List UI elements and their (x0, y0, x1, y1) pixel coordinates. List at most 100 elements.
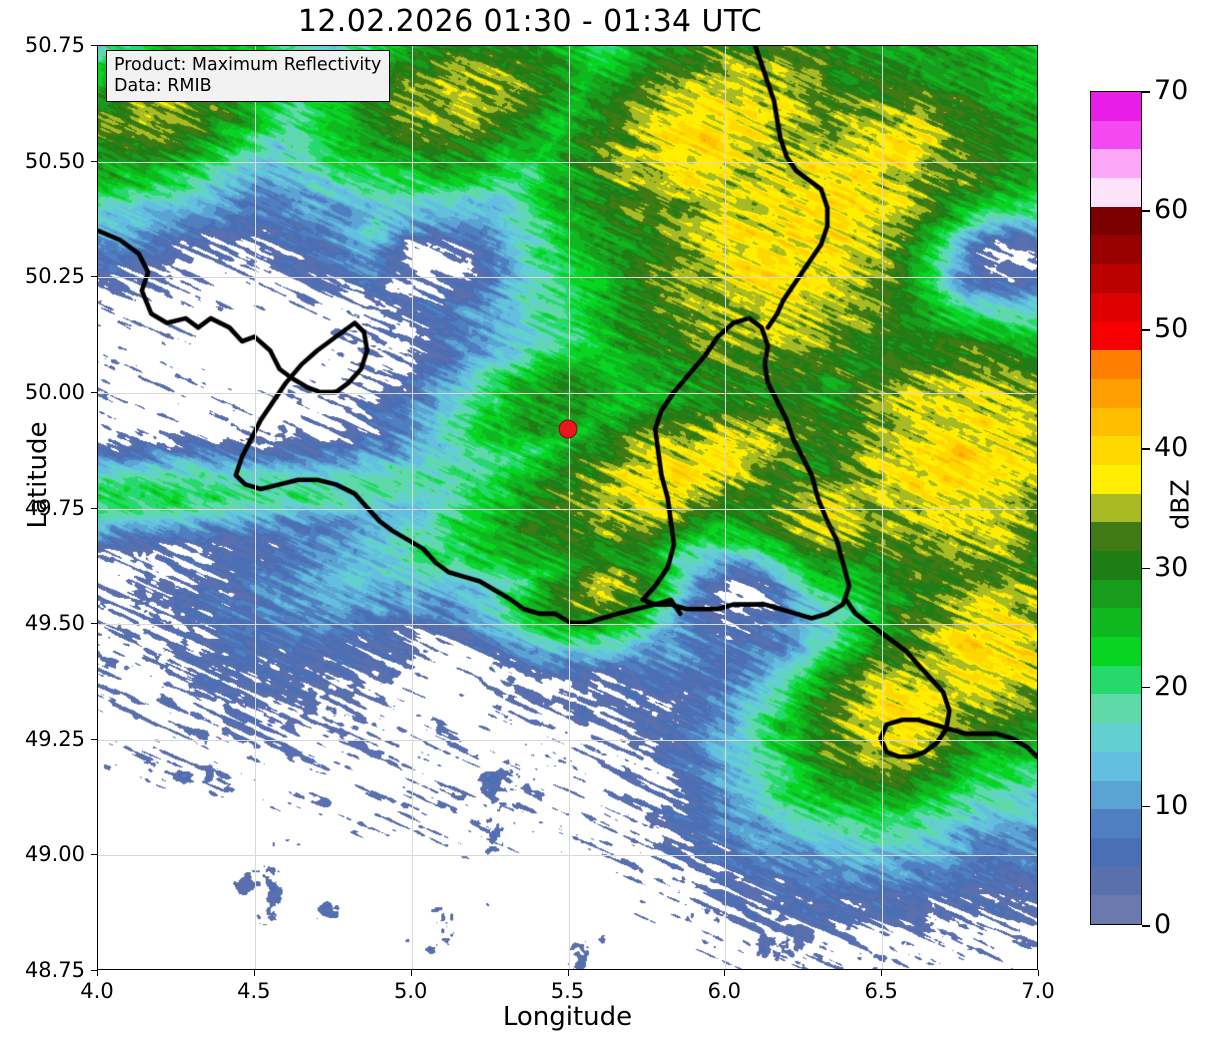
x-tick (410, 970, 412, 976)
colorbar-tick (1142, 448, 1150, 451)
colorbar-band (1091, 723, 1141, 752)
colorbar-band (1091, 464, 1141, 494)
colorbar-band (1091, 866, 1141, 896)
y-tick-label: 50.50 (24, 148, 85, 173)
colorbar-band (1091, 92, 1141, 121)
colorbar-band (1091, 235, 1141, 265)
y-tick (91, 276, 97, 278)
y-tick-label: 49.25 (24, 726, 85, 751)
y-tick (91, 854, 97, 856)
colorbar-tick (1142, 567, 1150, 570)
colorbar-tick-label: 0 (1154, 908, 1172, 940)
data-source-line: Data: RMIB (114, 75, 212, 96)
x-tick-label: 5.0 (393, 979, 428, 1003)
x-tick (724, 970, 726, 976)
x-tick-label: 6.5 (864, 979, 898, 1003)
grid-line-vertical (568, 46, 570, 969)
colorbar-tick (1142, 210, 1150, 212)
colorbar-band (1091, 751, 1141, 781)
grid-line-horizontal (98, 624, 1037, 626)
x-tick-label: 4.5 (237, 979, 271, 1003)
grid-line-vertical (882, 46, 884, 969)
y-tick-label: 48.75 (24, 958, 85, 982)
y-tick-label: 49.75 (24, 495, 85, 520)
x-tick (97, 970, 98, 976)
colorbar-tick (1142, 329, 1150, 331)
colorbar-band (1091, 522, 1141, 551)
colorbar-band (1091, 837, 1141, 867)
colorbar-band (1091, 694, 1141, 724)
radar-reflectivity-image (98, 46, 1037, 969)
colorbar-tick-label: 20 (1154, 670, 1189, 702)
x-tick (1038, 970, 1039, 976)
y-tick (91, 970, 97, 971)
colorbar-band (1091, 378, 1141, 408)
grid-line-horizontal (98, 392, 1037, 394)
colorbar-tick (1142, 686, 1150, 689)
x-tick-label: 4.0 (80, 979, 114, 1003)
colorbar-band (1091, 579, 1141, 609)
colorbar-tick-label: 50 (1154, 313, 1189, 345)
colorbar-band (1091, 149, 1141, 179)
x-axis-label: Longitude (502, 1002, 633, 1032)
colorbar-band (1091, 637, 1141, 666)
figure-title: 12.02.2026 01:30 - 01:34 UTC (297, 4, 763, 39)
y-tick-label: 50.75 (24, 33, 85, 57)
colorbar-tick-label: 30 (1154, 551, 1189, 583)
grid-line-vertical (411, 46, 413, 969)
grid-line-horizontal (98, 508, 1037, 510)
grid-line-horizontal (98, 161, 1037, 163)
grid-line-horizontal (98, 739, 1037, 741)
colorbar-band (1091, 178, 1141, 207)
y-tick (91, 623, 97, 625)
y-tick-label: 49.00 (24, 842, 85, 867)
colorbar-tick (1142, 91, 1150, 93)
grid-line-vertical (725, 46, 727, 969)
y-axis-label: Latitude (23, 421, 53, 529)
colorbar-band (1091, 436, 1141, 465)
colorbar-band (1091, 608, 1141, 638)
colorbar-band (1091, 493, 1141, 523)
colorbar-band (1091, 665, 1141, 695)
y-tick (91, 507, 97, 509)
y-tick-label: 50.25 (24, 264, 85, 289)
colorbar-band (1091, 292, 1141, 322)
y-tick (91, 160, 97, 162)
x-tick-label: 7.0 (1021, 979, 1055, 1003)
colorbar-band (1091, 551, 1141, 580)
colorbar-band (1091, 206, 1141, 236)
colorbar-band (1091, 321, 1141, 351)
grid-line-vertical (254, 46, 256, 969)
colorbar-tick-label: 40 (1154, 432, 1189, 464)
colorbar-band (1091, 350, 1141, 379)
y-tick (91, 391, 97, 393)
colorbar-band (1091, 407, 1141, 437)
x-tick (567, 970, 569, 976)
product-info-box: Product: Maximum Reflectivity Data: RMIB (106, 50, 391, 103)
radar-site-marker[interactable] (558, 419, 577, 439)
colorbar-band (1091, 780, 1141, 810)
product-line: Product: Maximum Reflectivity (114, 55, 382, 75)
colorbar[interactable] (1090, 91, 1142, 925)
colorbar-tick (1142, 805, 1150, 808)
y-tick-label: 49.50 (24, 611, 85, 636)
colorbar-band (1091, 809, 1141, 838)
x-tick (253, 970, 255, 976)
x-tick-label: 5.5 (550, 979, 585, 1003)
colorbar-band (1091, 120, 1141, 150)
x-tick (881, 970, 883, 976)
y-tick (91, 45, 97, 46)
colorbar-tick-label: 60 (1154, 194, 1189, 226)
grid-line-horizontal (98, 277, 1037, 279)
colorbar-tick-label: 70 (1154, 74, 1189, 106)
colorbar-tick-label: 10 (1154, 789, 1189, 821)
x-tick-label: 6.0 (707, 979, 742, 1003)
radar-plot-area[interactable] (97, 45, 1038, 970)
colorbar-tick (1142, 925, 1150, 927)
colorbar-band (1091, 264, 1141, 293)
y-tick (91, 738, 97, 740)
y-tick-label: 50.00 (24, 379, 85, 404)
colorbar-band (1091, 895, 1141, 924)
grid-line-horizontal (98, 855, 1037, 857)
